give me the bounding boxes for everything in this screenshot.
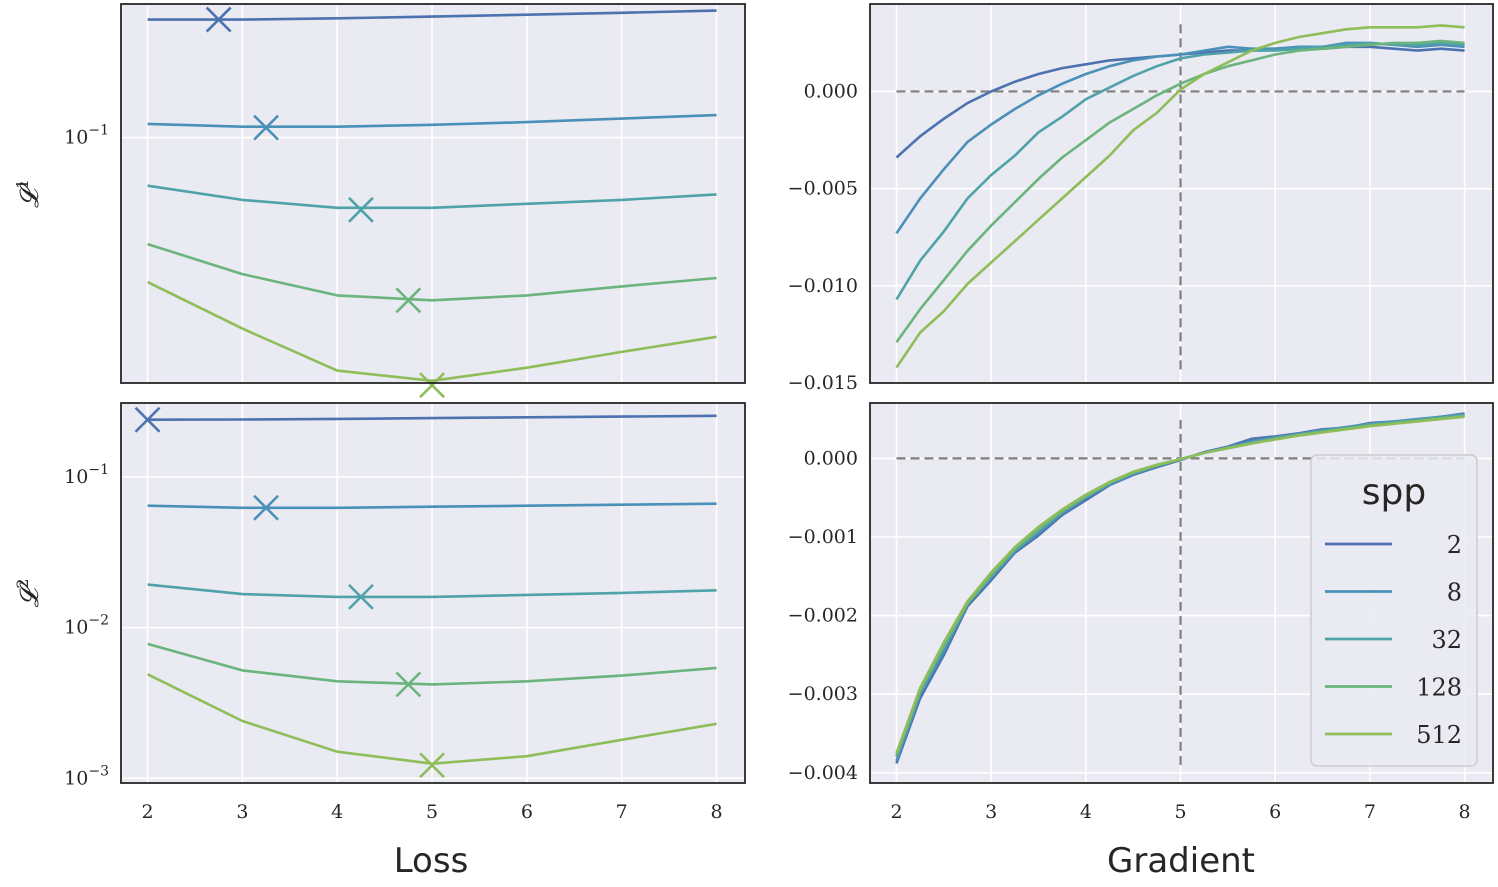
x-tick-label: 2	[142, 801, 154, 823]
legend-label: 32	[1431, 626, 1462, 654]
legend-entry-8: 8	[1325, 579, 1462, 607]
x-tick-label: 3	[236, 801, 248, 823]
min-marker-512	[419, 752, 445, 779]
series-line-8	[147, 502, 717, 510]
series-line-512	[895, 24, 1465, 369]
x-tick-label: 4	[331, 801, 343, 823]
series-line-512	[895, 415, 1465, 754]
x-tick-label: 7	[616, 801, 628, 823]
min-marker-512	[419, 372, 445, 399]
plot-frame	[120, 402, 746, 784]
y-tick-label: −0.004	[788, 762, 858, 784]
min-marker-128	[395, 671, 422, 698]
y-axis-label: 𝓛1	[13, 179, 45, 208]
panel-bottom-left: 10−1 10−2 10−3 2 3 4 5 6 7 8 𝓛2	[13, 402, 746, 823]
y-tick-label: −0.003	[788, 683, 858, 705]
legend-label: 512	[1416, 721, 1462, 749]
x-tick-label: 2	[890, 801, 902, 823]
y-tick-label: 10−2	[64, 613, 109, 639]
x-axis-title-left: Loss	[394, 841, 469, 881]
legend: spp 2 8 32 128 512	[1310, 454, 1478, 767]
min-marker-2	[205, 6, 232, 33]
legend-entry-2: 2	[1325, 531, 1462, 559]
y-axis-label: 𝓛2	[13, 578, 45, 607]
legend-label: 2	[1447, 531, 1462, 559]
y-tick-label: −0.005	[788, 178, 858, 200]
x-tick-label: 4	[1080, 801, 1092, 823]
legend-title: spp	[1362, 472, 1426, 513]
series-line-128	[147, 642, 717, 686]
x-axis-title-right: Gradient	[1107, 841, 1255, 881]
y-tick-label: −0.001	[788, 526, 858, 548]
y-tick-label: 0.000	[804, 80, 858, 102]
y-tick-label: 10−3	[64, 763, 109, 789]
plot-frame	[869, 3, 1494, 384]
x-tick-label: 6	[521, 801, 533, 823]
x-tick-label: 5	[1175, 801, 1187, 823]
y-tick-label: 0.000	[804, 447, 858, 469]
y-tick-label: 10−1	[64, 462, 109, 488]
y-tick-label: −0.010	[788, 275, 858, 297]
series-line-32	[147, 184, 717, 210]
series-line-32	[895, 41, 1465, 301]
y-tick-label: −0.002	[788, 605, 858, 627]
series-line-8	[147, 113, 717, 128]
panel-top-right: 0.000 −0.005 −0.010 −0.015	[788, 3, 1494, 394]
legend-entry-128: 128	[1325, 674, 1462, 702]
min-marker-8	[253, 494, 280, 521]
legend-label: 128	[1416, 674, 1462, 702]
x-tick-label: 8	[1459, 801, 1471, 823]
min-marker-8	[253, 114, 280, 141]
min-marker-32	[348, 583, 374, 610]
legend-entry-512: 512	[1325, 721, 1462, 749]
legend-label: 8	[1447, 579, 1462, 607]
min-marker-128	[395, 287, 422, 314]
min-marker-2	[134, 406, 161, 433]
plot-frame	[120, 3, 746, 384]
x-tick-label: 8	[711, 801, 723, 823]
legend-box	[1310, 454, 1478, 767]
series-line-2	[147, 9, 717, 21]
x-tick-label: 6	[1269, 801, 1281, 823]
x-tick-label: 7	[1364, 801, 1376, 823]
series-line-128	[895, 39, 1465, 343]
y-tick-label: 10−1	[64, 123, 109, 149]
panel-top-left: 10−1 𝓛1	[13, 3, 746, 399]
plot-frame	[869, 402, 1494, 784]
x-tick-label: 5	[426, 801, 438, 823]
series-line-2	[147, 414, 717, 421]
series-line-32	[147, 583, 717, 599]
series-line-128	[147, 242, 717, 302]
y-tick-label: −0.015	[788, 372, 858, 394]
min-marker-32	[348, 196, 374, 223]
legend-entry-32: 32	[1325, 626, 1462, 654]
series-line-512	[147, 280, 717, 383]
plot-area	[121, 4, 745, 383]
x-tick-label: 3	[985, 801, 997, 823]
